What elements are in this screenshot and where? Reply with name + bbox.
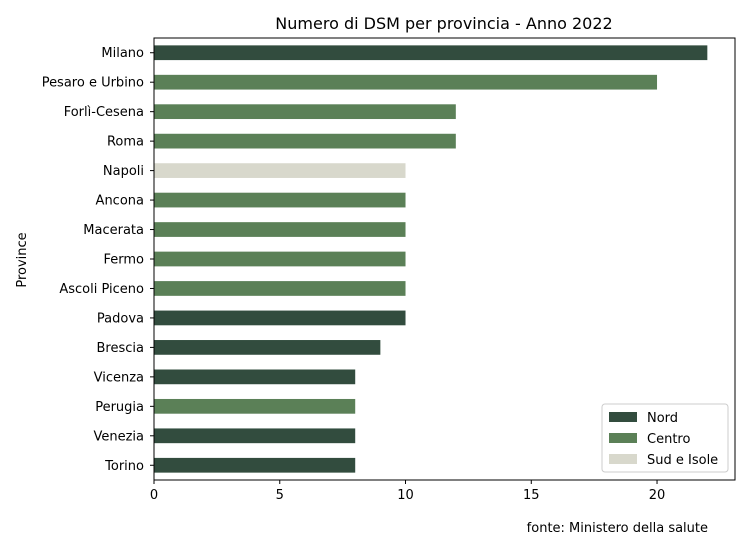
bar-milano: [154, 45, 708, 61]
legend-swatch: [609, 454, 637, 464]
y-tick-label: Brescia: [97, 341, 144, 356]
bar-fermo: [154, 251, 406, 267]
bar-ancona: [154, 192, 406, 208]
bar-padova: [154, 310, 406, 326]
y-tick-label: Pesaro e Urbino: [42, 76, 144, 91]
bar-napoli: [154, 163, 406, 178]
y-tick-label: Torino: [104, 459, 144, 474]
y-tick-label: Ascoli Piceno: [59, 282, 144, 297]
x-tick-label: 5: [276, 488, 284, 503]
bar-torino: [154, 457, 356, 473]
legend: Nord Centro Sud e Isole: [601, 403, 729, 473]
y-tick-label: Roma: [107, 135, 144, 150]
y-tick-label: Ancona: [96, 194, 144, 209]
y-tick-label: Perugia: [95, 400, 144, 415]
plot-area: Milano Pesaro e Urbino Forlì-Cesena Roma Nap…: [42, 37, 736, 503]
y-tick-label: Milano: [101, 46, 144, 61]
y-tick-label: Forlì-Cesena: [64, 105, 144, 120]
bar-roma: [154, 133, 456, 149]
source-note: fonte: Ministero della salute: [527, 521, 708, 536]
x-tick-label: 10: [397, 488, 414, 503]
y-tick-label: Venezia: [93, 429, 144, 444]
x-tick-label: 15: [523, 488, 540, 503]
plot-frame: [153, 37, 736, 481]
chart-title: Numero di DSM per provincia - Anno 2022: [275, 14, 612, 33]
bar-perugia: [154, 398, 356, 414]
bar-venezia: [154, 428, 356, 444]
y-tick-label: Napoli: [103, 164, 144, 179]
bar-forl-cesena: [154, 104, 456, 120]
legend-label: Sud e Isole: [647, 453, 718, 468]
y-axis-label: Province: [15, 232, 30, 287]
x-tick-label: 0: [150, 488, 158, 503]
y-tick-label: Macerata: [83, 223, 144, 238]
bar-vicenza: [154, 369, 356, 385]
y-tick-label: Fermo: [104, 253, 145, 268]
bar-pesaro-e-urbino: [154, 74, 658, 90]
legend-swatch: [609, 412, 637, 422]
x-tick-label: 20: [649, 488, 666, 503]
legend-label: Nord: [647, 411, 678, 426]
bar-ascoli-piceno: [154, 281, 406, 296]
bar-macerata: [154, 222, 406, 237]
legend-label: Centro: [647, 432, 690, 447]
bar-brescia: [154, 340, 381, 355]
y-tick-label: Padova: [97, 311, 144, 326]
legend-swatch: [609, 433, 637, 443]
y-tick-label: Vicenza: [94, 370, 144, 385]
